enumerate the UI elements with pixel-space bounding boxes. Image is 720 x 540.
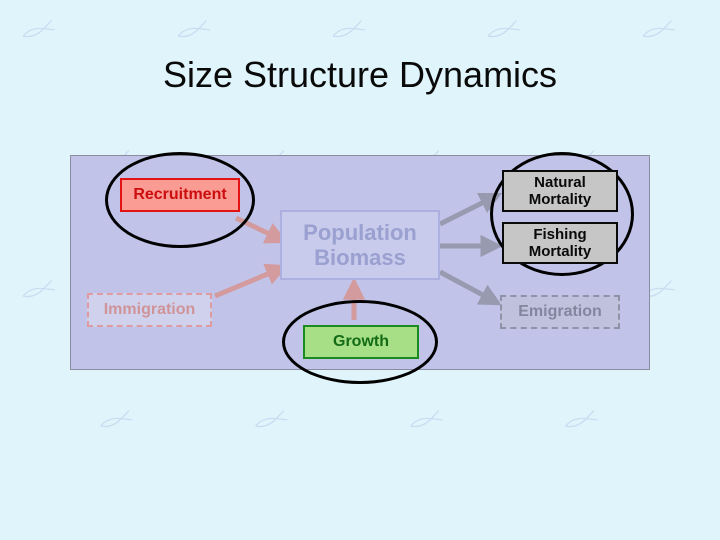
growth-box: Growth bbox=[303, 325, 419, 359]
population-biomass-label: Population Biomass bbox=[303, 220, 417, 271]
slide: Size Structure Dynamics Population Bioma… bbox=[0, 0, 720, 540]
natural-mortality-label: NaturalMortality bbox=[529, 174, 592, 209]
recruitment-box: Recruitment bbox=[120, 178, 240, 212]
fishing-mortality-box: FishingMortality bbox=[502, 222, 618, 264]
fishing-mortality-label: FishingMortality bbox=[529, 226, 592, 261]
natural-mortality-box: NaturalMortality bbox=[502, 170, 618, 212]
slide-title: Size Structure Dynamics bbox=[0, 54, 720, 96]
emigration-box: Emigration bbox=[500, 295, 620, 329]
immigration-box: Immigration bbox=[87, 293, 212, 327]
population-biomass-box: Population Biomass bbox=[280, 210, 440, 280]
